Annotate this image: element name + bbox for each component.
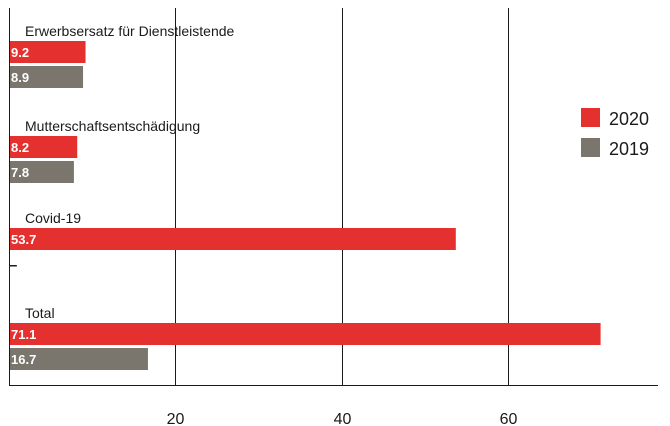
bar-2019-3	[9, 348, 148, 370]
gridlines	[175, 8, 509, 385]
bar-value-label-2020-2: 53.7	[11, 232, 36, 247]
bar-2020-1	[9, 136, 78, 158]
category-label-3: Total	[25, 305, 55, 321]
category-label-1: Mutterschaftsentschädigung	[25, 118, 200, 134]
x-tick-label-20: 20	[167, 411, 185, 426]
missing-value-2019-2: –	[9, 257, 17, 274]
legend-label-2020: 2020	[609, 109, 649, 129]
bar-value-label-2019-0: 8.9	[11, 70, 29, 85]
legend-swatch-2019	[581, 138, 600, 157]
axes: 20 40 60	[9, 8, 658, 426]
bars	[9, 41, 601, 370]
x-tick-label-60: 60	[500, 411, 518, 426]
x-tick-label-40: 40	[334, 411, 352, 426]
bar-2020-3	[9, 323, 601, 345]
bar-value-label-2019-3: 16.7	[11, 352, 36, 367]
bar-value-label-2020-1: 8.2	[11, 140, 29, 155]
bar-value-label-2019-1: 7.8	[11, 165, 29, 180]
legend-label-2019: 2019	[609, 139, 649, 159]
legend-swatch-2020	[581, 108, 600, 127]
bar-value-label-2020-0: 9.2	[11, 45, 29, 60]
bar-2019-0	[9, 66, 84, 88]
category-label-2: Covid-19	[25, 210, 81, 226]
bar-value-label-2020-3: 71.1	[11, 327, 36, 342]
legend: 2020 2019	[581, 108, 649, 159]
bar-2019-1	[9, 161, 74, 183]
bar-2020-0	[9, 41, 86, 63]
labels: Erwerbsersatz für Dienstleistende 9.2 8.9 M…	[9, 23, 235, 367]
category-label-0: Erwerbsersatz für Dienstleistende	[25, 23, 235, 39]
bar-2020-2	[9, 228, 456, 250]
